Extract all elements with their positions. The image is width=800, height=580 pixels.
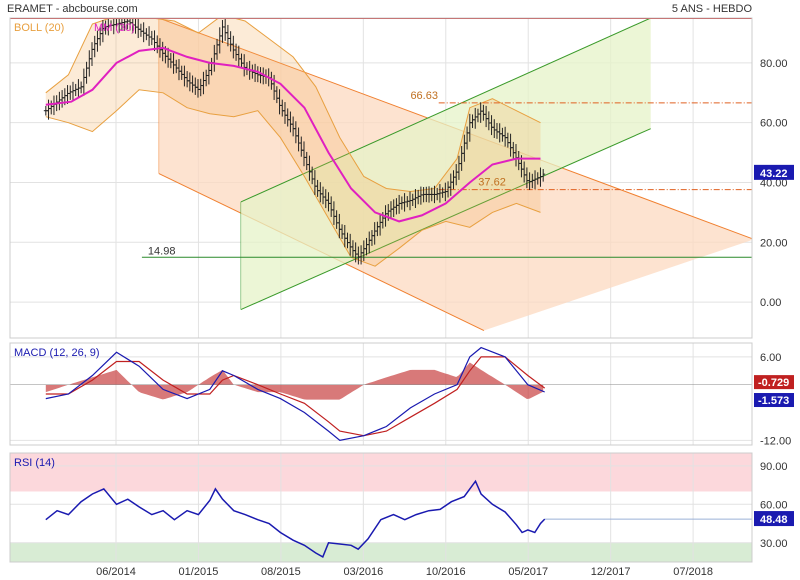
macd-line-tag [754, 393, 794, 408]
rsi-zone-1 [10, 542, 752, 562]
rsi-y-tick-2: 30.00 [760, 538, 788, 550]
macd-line [45, 346, 545, 442]
moving-average-30 [45, 46, 541, 223]
bollinger-upper-line [45, 18, 541, 193]
macd-histogram [45, 362, 544, 400]
macd-y-tick-0: 6.00 [760, 352, 781, 364]
x-tick-label-1: 01/2015 [179, 566, 219, 578]
level-label-1: 37.62 [478, 177, 506, 189]
macd-title: MACD (12, 26, 9) [14, 347, 100, 359]
panel-frame-macd [9, 342, 753, 446]
price-y-tick-3: 20.00 [760, 237, 788, 249]
price-y-tick-0: 80.00 [760, 58, 788, 70]
chart-period-label: 5 ANS - HEBDO [671, 3, 752, 15]
macd-y-tick-1: -12.00 [760, 435, 791, 447]
last-price-tag [754, 164, 794, 180]
level-label-0: 66.63 [410, 90, 438, 102]
price-plot [43, 18, 752, 331]
level-label-2: 14.98 [148, 245, 176, 257]
rsi-last-value: 48.48 [760, 514, 788, 526]
rsi-y-tick-0: 90.00 [760, 461, 788, 473]
rsi-y-tick-1: 60.00 [760, 499, 788, 511]
rsi-title: RSI (14) [14, 457, 55, 469]
bollinger-band-area [45, 18, 541, 267]
macd-line-value: -1.573 [758, 395, 789, 407]
macd-signal-tag [754, 375, 794, 390]
price-y-tick-2: 40.00 [760, 177, 788, 189]
x-tick-label-7: 07/2018 [673, 566, 713, 578]
macd-signal-line [45, 356, 546, 437]
price-y-tick-4: 0.00 [760, 297, 781, 309]
x-tick-label-5: 05/2017 [508, 566, 548, 578]
panel-frame-rsi [9, 452, 753, 563]
bollinger-lower-line [45, 89, 541, 267]
rsi-zone-0 [10, 453, 752, 492]
rsi-last-tag [754, 511, 794, 527]
x-tick-label-4: 10/2016 [426, 566, 466, 578]
x-tick-label-3: 03/2016 [343, 566, 383, 578]
panel-frame-price [9, 17, 753, 339]
x-tick-label-0: 06/2014 [96, 566, 136, 578]
x-tick-label-2: 08/2015 [261, 566, 301, 578]
rsi-plot [45, 479, 752, 558]
macd-signal-value: -0.729 [758, 377, 789, 389]
chart-source-title: ERAMET - abcbourse.com [7, 3, 138, 15]
macd-plot [10, 346, 752, 442]
rsi-line [45, 479, 546, 558]
x-tick-label-6: 12/2017 [591, 566, 631, 578]
channel-up-area [240, 18, 651, 310]
last-price-value: 43.22 [760, 168, 788, 180]
legend-mm: MM (30) [94, 22, 135, 34]
channel-up-lower [240, 128, 651, 311]
price-y-tick-1: 60.00 [760, 118, 788, 130]
legend-boll: BOLL (20) [14, 22, 64, 34]
